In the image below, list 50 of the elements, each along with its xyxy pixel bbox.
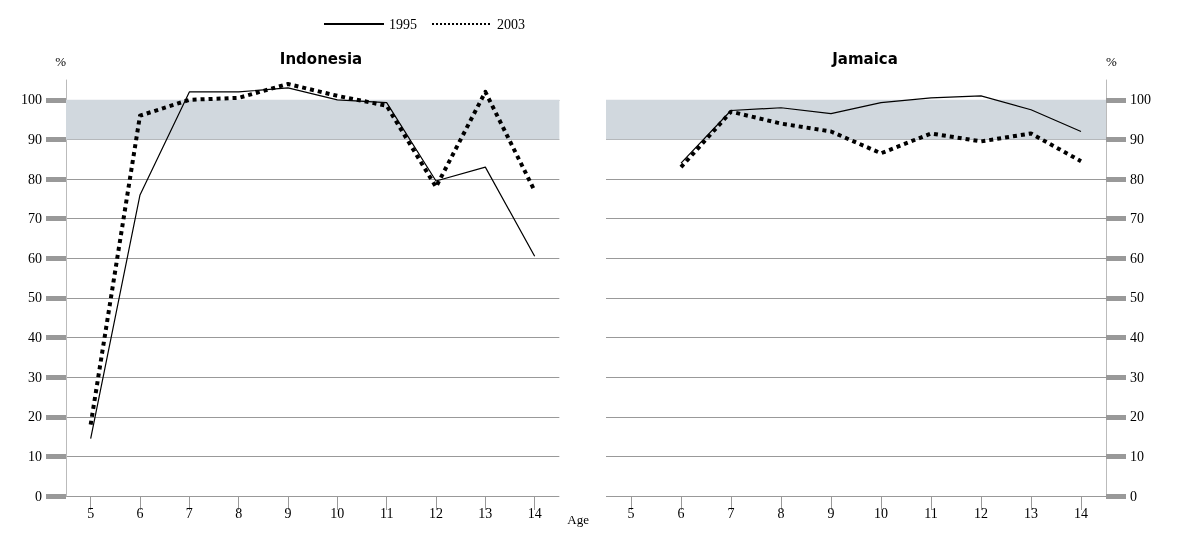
y-tick-label: 80 <box>28 171 42 187</box>
y-tick-label: 30 <box>28 369 42 385</box>
y-tick-label: 20 <box>28 409 42 425</box>
y-axis-title: % <box>55 54 67 69</box>
x-axis-title: Age <box>567 512 590 527</box>
x-tick-label: 12 <box>974 505 988 521</box>
x-tick-label: 11 <box>379 505 394 521</box>
y-tick-label: 70 <box>1130 211 1144 227</box>
y-tick-label: 80 <box>1130 171 1144 187</box>
x-tick-label: 14 <box>527 505 542 521</box>
y-tick-label: 50 <box>1130 290 1144 306</box>
x-tick-label: 13 <box>1024 505 1038 521</box>
y-axis-title: % <box>1106 54 1117 69</box>
y-tick-label: 10 <box>1130 448 1144 464</box>
y-tick-label: 20 <box>1130 409 1144 425</box>
y-tick-label: 50 <box>28 290 42 306</box>
x-tick-label: 8 <box>235 505 243 521</box>
x-tick-label: 10 <box>874 505 888 521</box>
x-tick-label: 7 <box>185 505 193 521</box>
x-tick-label: 9 <box>827 505 835 521</box>
y-tick-label: 10 <box>28 448 42 464</box>
x-tick-label: 14 <box>1074 505 1088 521</box>
x-tick-label: 12 <box>429 505 444 521</box>
y-tick-label: 70 <box>28 211 42 227</box>
x-tick-label: 9 <box>284 505 292 521</box>
x-tick-label: 6 <box>677 505 685 521</box>
y-tick-label: 0 <box>1130 488 1137 504</box>
x-tick-label: 6 <box>136 505 144 521</box>
y-tick-label: 100 <box>1130 92 1151 108</box>
y-tick-label: 0 <box>35 488 42 504</box>
y-tick-label: 90 <box>28 131 42 147</box>
y-tick-label: 40 <box>1130 330 1144 346</box>
x-tick-label: 10 <box>330 505 345 521</box>
x-tick-label: 5 <box>87 505 95 521</box>
x-tick-label: 7 <box>727 505 735 521</box>
x-tick-label: 8 <box>777 505 785 521</box>
y-tick-label: 60 <box>28 250 42 266</box>
chart-title: Indonesia <box>279 49 363 68</box>
chart-title: Jamaica <box>831 49 898 68</box>
x-tick-label: 11 <box>924 505 938 521</box>
y-tick-label: 100 <box>21 92 42 108</box>
x-tick-label: 5 <box>627 505 635 521</box>
legend-label: 2003 <box>497 16 525 32</box>
y-tick-label: 90 <box>1130 131 1144 147</box>
line-series <box>680 95 1082 164</box>
y-tick-label: 60 <box>1130 250 1144 266</box>
y-tick-label: 30 <box>1130 369 1144 385</box>
x-tick-label: 13 <box>478 505 493 521</box>
legend-label: 1995 <box>389 16 417 32</box>
y-tick-label: 40 <box>28 330 42 346</box>
